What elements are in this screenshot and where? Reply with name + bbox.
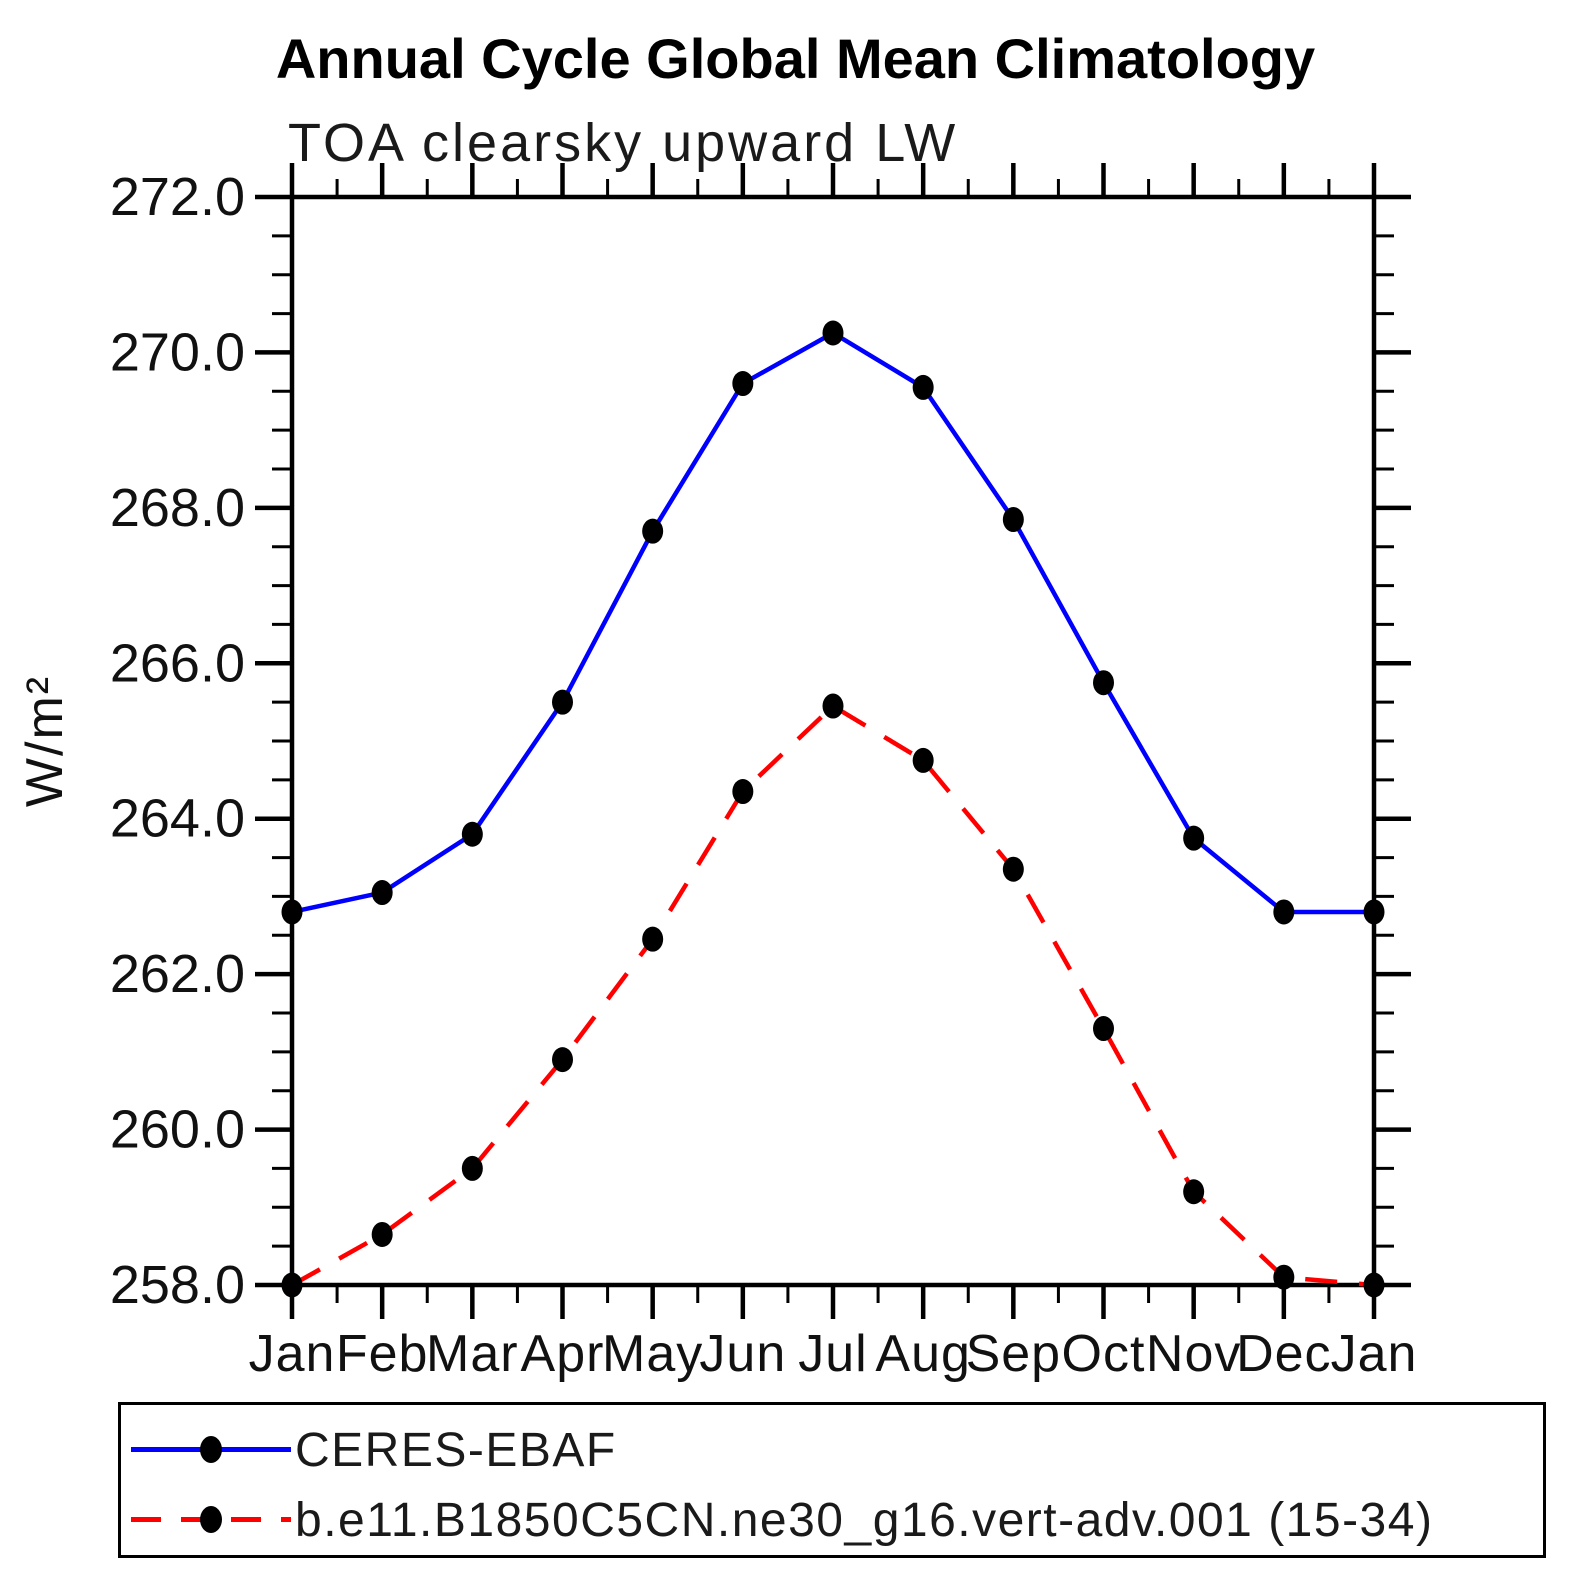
data-point-marker <box>732 371 754 397</box>
data-point-marker <box>1183 825 1205 851</box>
data-point-marker <box>461 821 483 847</box>
data-point-marker <box>1002 507 1024 533</box>
data-point-marker <box>822 693 844 719</box>
data-point-marker <box>1093 1016 1114 1042</box>
data-point-marker <box>1273 899 1295 925</box>
legend-marker-dot <box>200 1436 222 1463</box>
data-point-marker <box>732 779 754 805</box>
y-tick-label: 272.0 <box>110 167 245 227</box>
data-point-marker <box>281 899 303 925</box>
data-point-marker <box>371 880 393 906</box>
legend: CERES-EBAF b.e11.B1850C5CN.ne30_g16.vert… <box>118 1402 1546 1558</box>
y-tick-label: 258.0 <box>110 1255 245 1315</box>
data-point-marker <box>461 1155 483 1181</box>
y-tick-label: 260.0 <box>110 1100 245 1160</box>
chart-subtitle: TOA clearsky upward LW <box>288 113 959 173</box>
data-point-marker <box>642 518 664 544</box>
data-point-marker <box>1183 1179 1205 1205</box>
chart-title: Annual Cycle Global Mean Climatology <box>275 27 1316 90</box>
data-point-marker <box>822 320 844 346</box>
data-point-marker <box>642 926 664 952</box>
legend-marker-dot <box>200 1506 222 1533</box>
y-tick-label: 262.0 <box>110 944 245 1004</box>
series-line-2 <box>290 703 1375 1288</box>
x-tick-label: Aug <box>875 1325 971 1383</box>
data-point-marker <box>1363 899 1385 925</box>
data-point-marker <box>1002 856 1024 882</box>
x-tick-label: Nov <box>1146 1325 1241 1383</box>
legend-label-series-1: CERES-EBAF <box>295 1424 617 1477</box>
y-tick-label: 270.0 <box>110 322 245 382</box>
series-line-1 <box>291 330 1374 915</box>
y-axis-title: W/m² <box>16 675 74 807</box>
x-tick-label: Jan <box>1331 1325 1418 1383</box>
plot-frame <box>289 194 1377 1288</box>
x-tick-label: Mar <box>426 1325 519 1383</box>
data-point-marker <box>281 1272 303 1298</box>
x-tick-label: Dec <box>1236 1325 1331 1383</box>
data-point-marker <box>552 1047 573 1073</box>
x-tick-label: Jan <box>249 1325 336 1383</box>
y-tick-label: 266.0 <box>110 633 245 693</box>
data-point-marker <box>1093 670 1114 696</box>
x-tick-label: Sep <box>966 1325 1062 1383</box>
data-point-marker <box>1363 1272 1385 1298</box>
y-tick-label: 264.0 <box>110 789 245 849</box>
y-tick-label: 268.0 <box>110 478 245 538</box>
data-point-marker <box>912 747 934 773</box>
legend-label-series-2: b.e11.B1850C5CN.ne30_g16.vert-adv.001 (1… <box>295 1494 1434 1547</box>
x-tick-label: May <box>602 1325 703 1383</box>
x-tick-label: Jun <box>699 1325 786 1383</box>
data-point-marker <box>552 689 573 715</box>
x-tick-label: Jul <box>798 1325 867 1383</box>
x-tick-label: Oct <box>1062 1325 1146 1383</box>
data-point-marker <box>1273 1264 1295 1290</box>
data-point-marker <box>371 1221 393 1247</box>
x-tick-label: Feb <box>336 1325 429 1383</box>
x-tick-label: Apr <box>521 1325 605 1383</box>
data-point-marker <box>912 374 934 400</box>
